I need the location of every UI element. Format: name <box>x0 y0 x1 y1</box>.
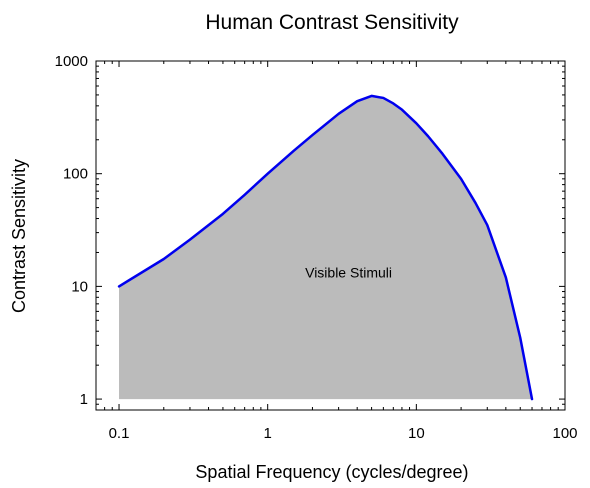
x-axis-label: Spatial Frequency (cycles/degree) <box>195 462 468 482</box>
y-tick-label: 1000 <box>55 53 88 70</box>
x-tick-label: 100 <box>552 425 577 442</box>
sensitivity-curve <box>117 94 534 401</box>
visible-stimuli-area <box>119 95 533 400</box>
chart-title: Human Contrast Sensitivity <box>205 11 459 34</box>
annotation-visible-stimuli: Visible Stimuli <box>305 264 392 280</box>
tick-labels-layer: 0.1 1 10 100 1 10 100 1000 <box>55 53 578 442</box>
plot-area-frame <box>95 60 566 411</box>
y-tick-label: 10 <box>71 278 88 295</box>
series-line-layer <box>117 94 534 401</box>
filled-area-layer <box>119 95 533 400</box>
x-tick-label: 1 <box>264 425 272 442</box>
x-tick-label: 10 <box>408 425 425 442</box>
y-axis-label: Contrast Sensitivity <box>9 159 29 313</box>
y-tick-label: 100 <box>63 166 88 183</box>
x-tick-label: 0.1 <box>109 425 130 442</box>
y-tick-label: 1 <box>80 391 88 408</box>
axis-ticks-layer <box>95 60 566 411</box>
